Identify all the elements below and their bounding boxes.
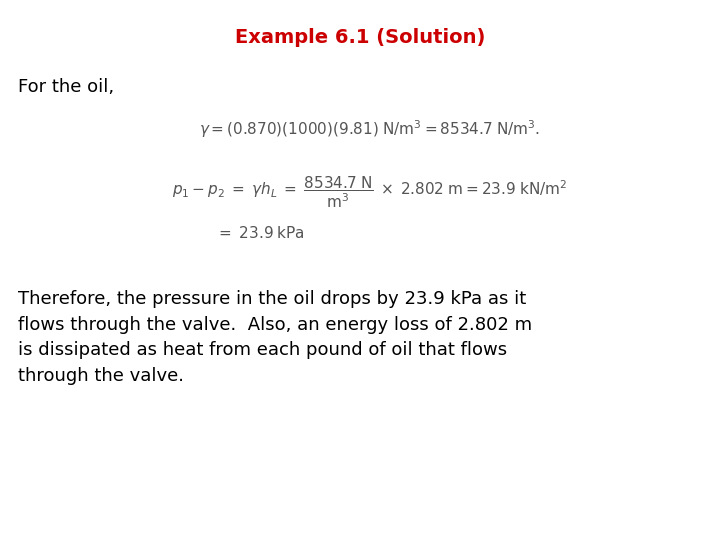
Text: $= \; 23.9 \; \mathrm{kPa}$: $= \; 23.9 \; \mathrm{kPa}$: [215, 225, 305, 241]
Text: Example 6.1 (Solution): Example 6.1 (Solution): [235, 28, 485, 47]
Text: $p_1 - p_2 \; = \; \gamma h_L \; = \; \dfrac{8534.7 \; \mathrm{N}}{\mathrm{m^3}}: $p_1 - p_2 \; = \; \gamma h_L \; = \; \d…: [172, 175, 567, 211]
Text: For the oil,: For the oil,: [18, 78, 114, 96]
Text: $\gamma = (0.870)(1000)(9.81) \; \mathrm{N/m^3} = 8534.7 \; \mathrm{N/m^3}.$: $\gamma = (0.870)(1000)(9.81) \; \mathrm…: [199, 118, 541, 140]
Text: Therefore, the pressure in the oil drops by 23.9 kPa as it
flows through the val: Therefore, the pressure in the oil drops…: [18, 290, 532, 385]
